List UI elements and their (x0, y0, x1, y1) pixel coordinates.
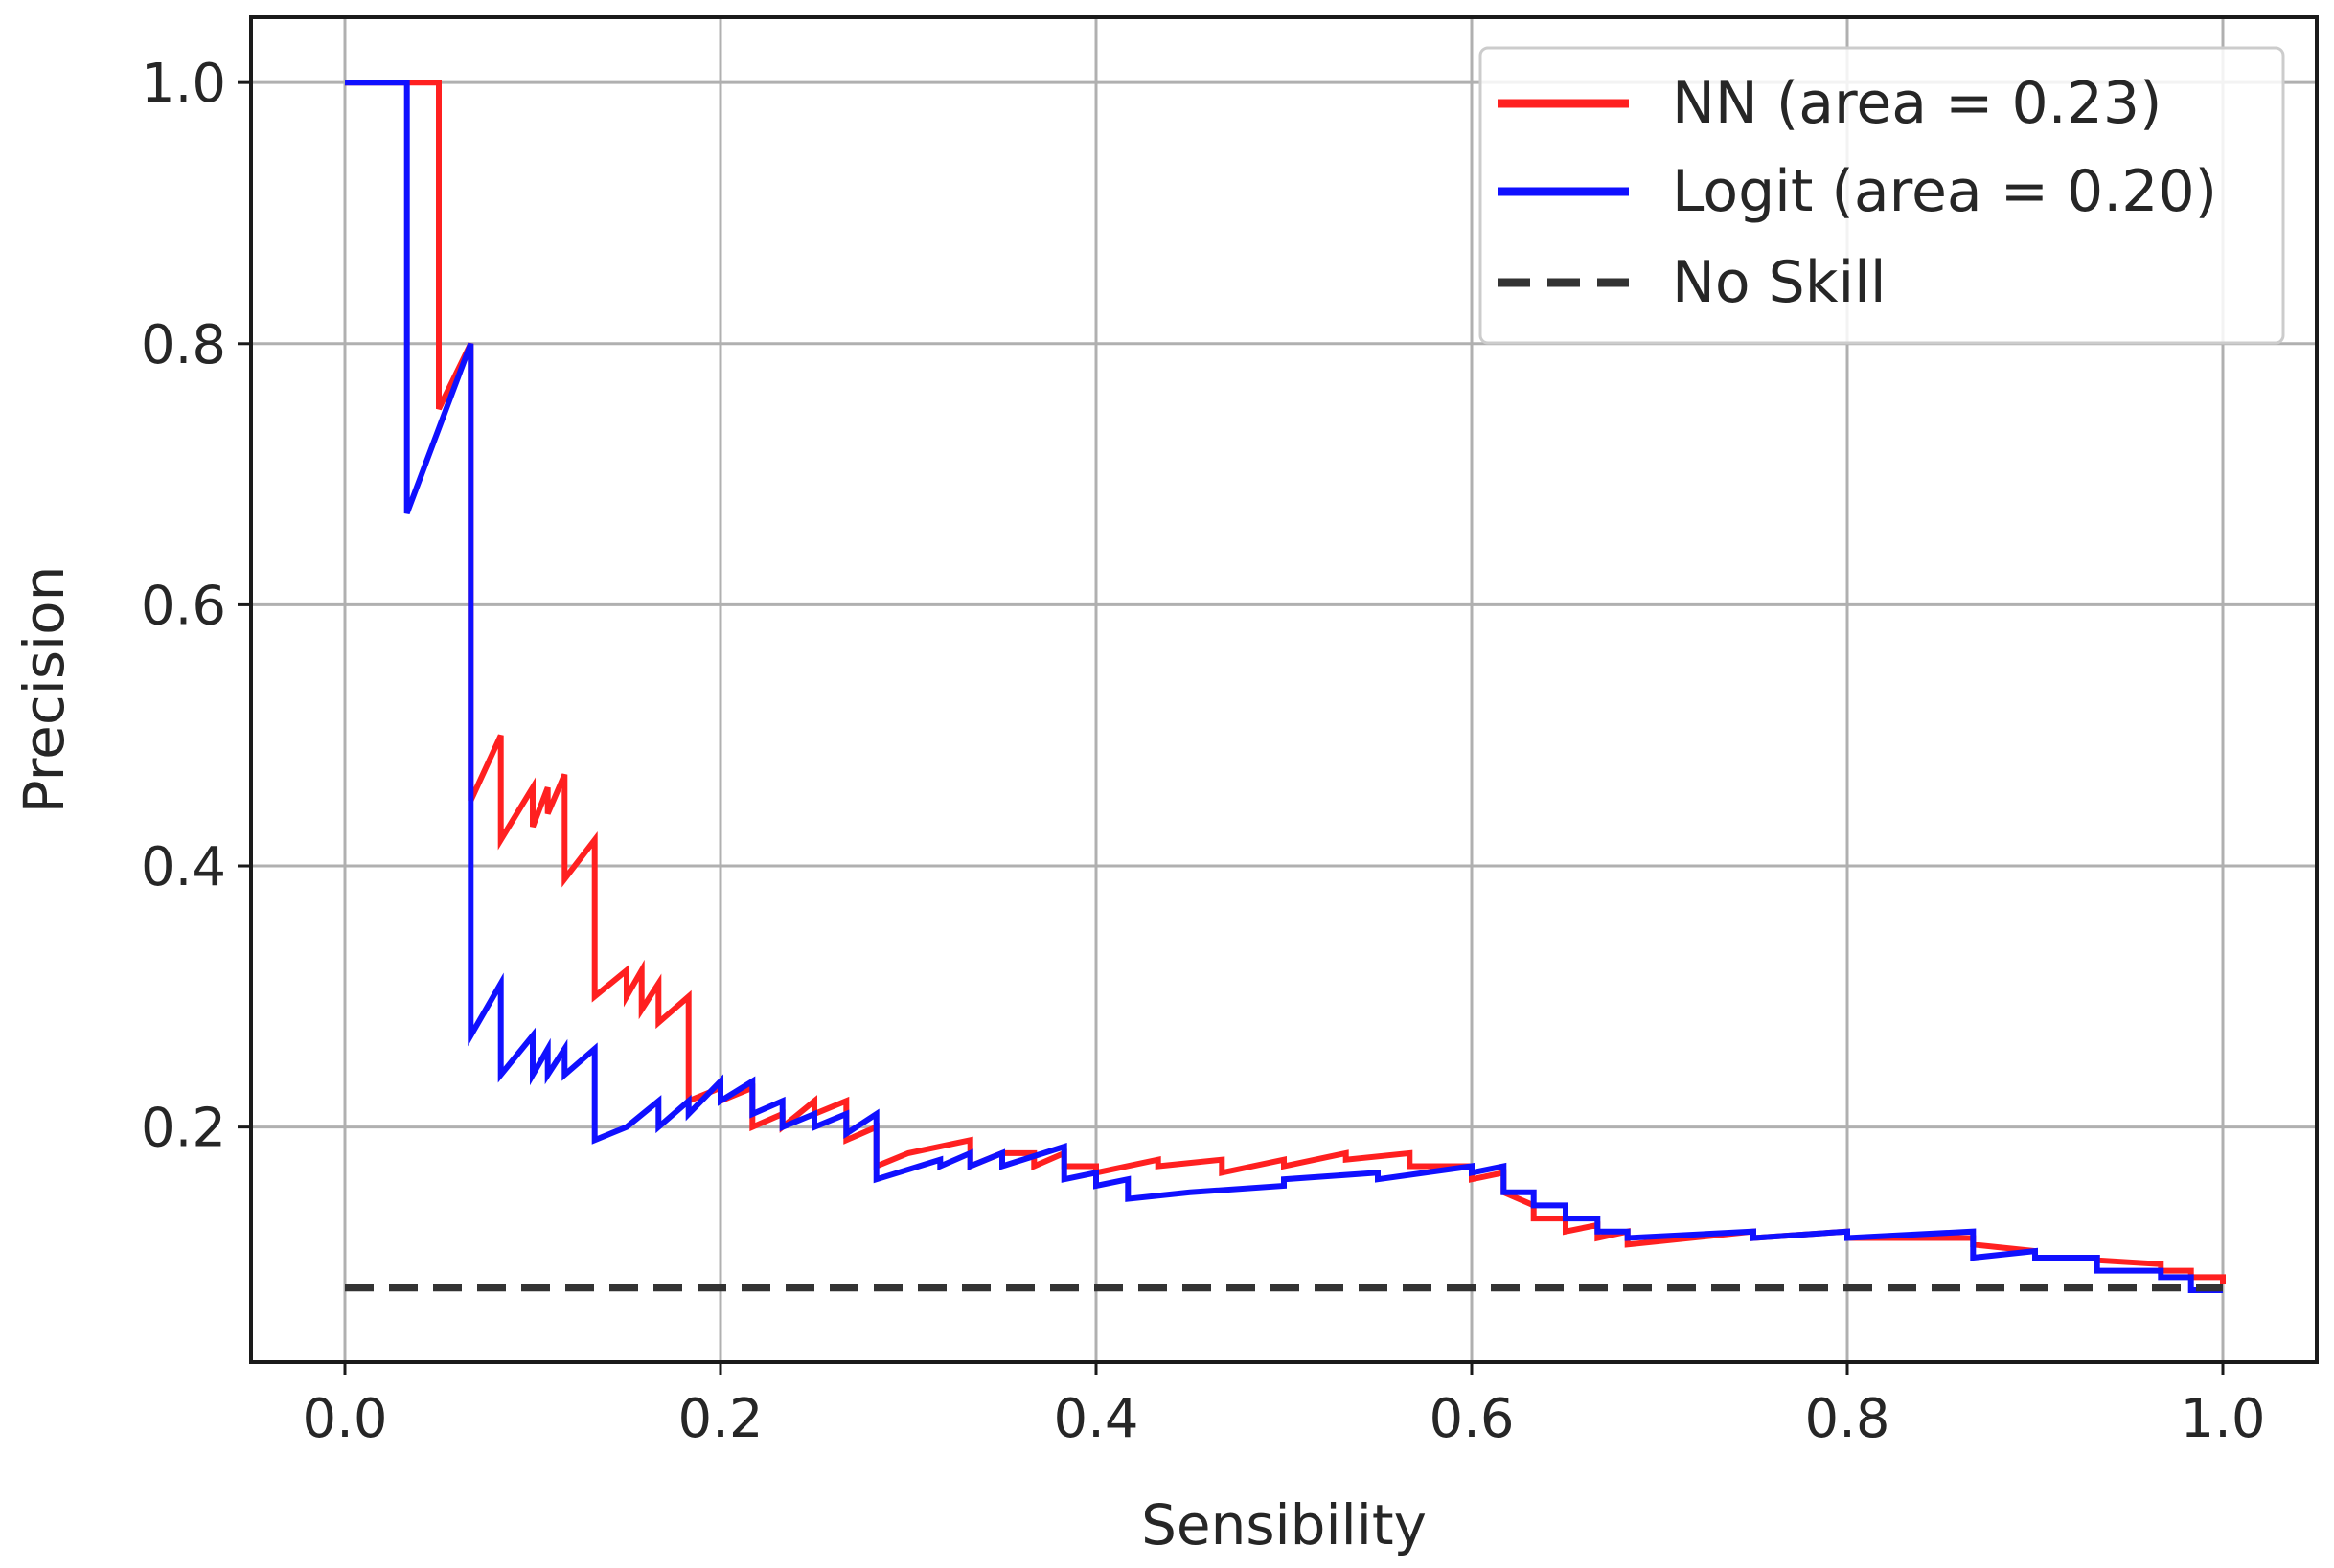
legend-label-no-skill: No Skill (1672, 249, 1887, 316)
legend: NN (area = 0.23) Logit (area = 0.20) No … (1478, 46, 2285, 345)
y-tick-label: 1.0 (141, 53, 226, 115)
y-tick-label: 0.6 (141, 575, 226, 637)
y-axis-label: Precision (11, 566, 77, 814)
x-tick-label: 0.4 (1053, 1388, 1138, 1450)
legend-box (1478, 46, 2285, 345)
x-tick-label: 0.6 (1429, 1388, 1514, 1450)
plot-frame (249, 15, 2319, 1364)
logit-curve (345, 80, 2223, 1293)
y-tick-label: 0.8 (141, 314, 226, 376)
legend-label-logit: Logit (area = 0.20) (1672, 158, 2217, 225)
x-axis-label: Sensibility (1141, 1492, 1427, 1557)
x-tick-label: 0.2 (677, 1388, 763, 1450)
y-tick-label: 0.4 (141, 836, 226, 898)
series-layer (345, 80, 2226, 1293)
legend-label-nn: NN (area = 0.23) (1672, 70, 2162, 137)
x-tick-label: 0.0 (302, 1388, 387, 1450)
y-tick-label: 0.2 (141, 1098, 226, 1160)
x-tick-label: 1.0 (2180, 1388, 2265, 1450)
axis-ticks: 0.0 0.2 0.4 0.6 0.8 1.0 0.2 0.4 0.6 0.8 1.0 (141, 53, 2266, 1450)
x-tick-label: 0.8 (1804, 1388, 1889, 1450)
